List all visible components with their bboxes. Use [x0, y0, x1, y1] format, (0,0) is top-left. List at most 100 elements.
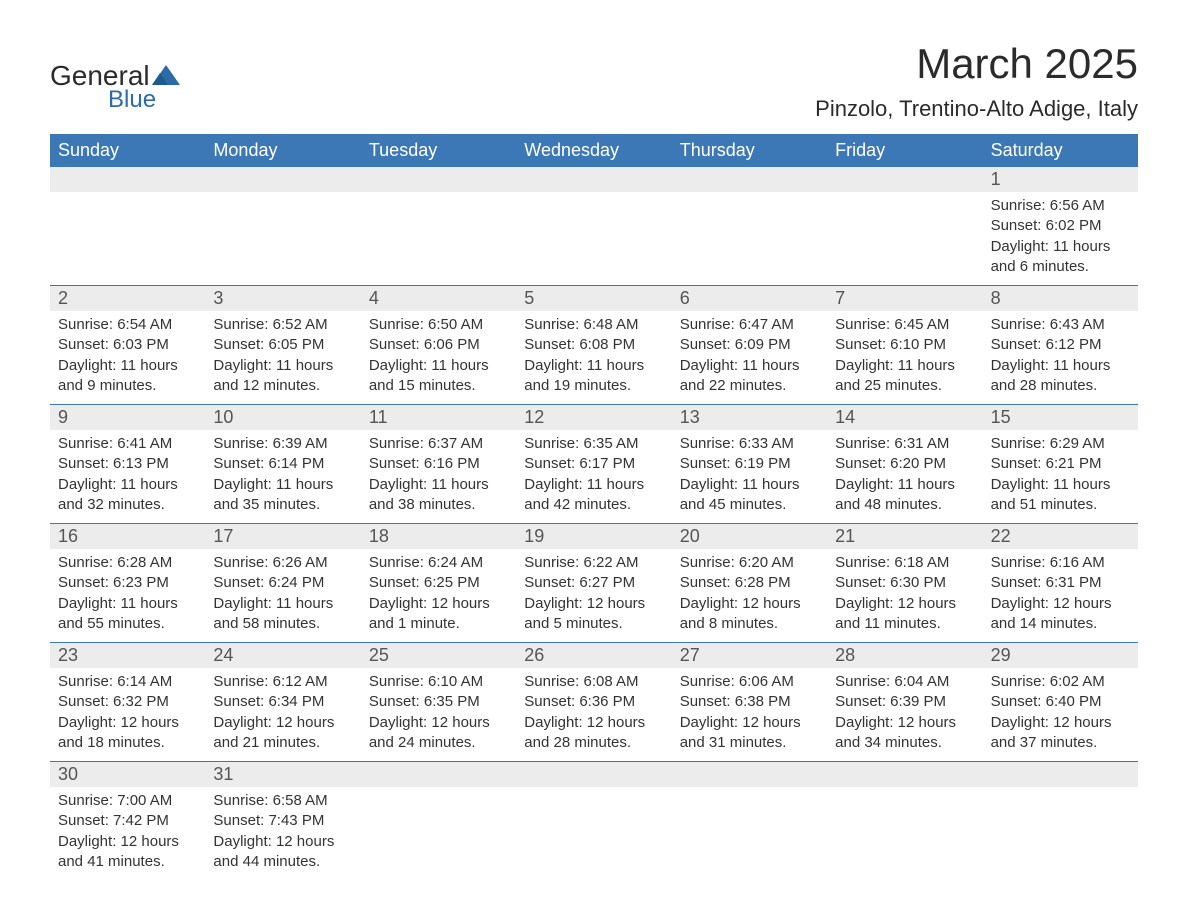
day-daylight2: and 5 minutes. — [524, 614, 663, 634]
week-row: Sunrise: 6:56 AMSunset: 6:02 PMDaylight:… — [50, 192, 1138, 286]
day-sunrise: Sunrise: 6:35 AM — [524, 434, 663, 454]
day-number: 25 — [361, 643, 516, 668]
day-cell: Sunrise: 6:56 AMSunset: 6:02 PMDaylight:… — [983, 192, 1138, 285]
day-number: 31 — [205, 762, 360, 787]
day-sunrise: Sunrise: 6:08 AM — [524, 672, 663, 692]
column-header: Friday — [827, 134, 982, 167]
day-number: 7 — [827, 286, 982, 311]
day-daylight1: Daylight: 11 hours — [680, 356, 819, 376]
day-sunrise: Sunrise: 6:04 AM — [835, 672, 974, 692]
day-daylight1: Daylight: 12 hours — [369, 594, 508, 614]
day-sunrise: Sunrise: 6:18 AM — [835, 553, 974, 573]
day-sunrise: Sunrise: 6:06 AM — [680, 672, 819, 692]
day-sunrise: Sunrise: 6:47 AM — [680, 315, 819, 335]
day-daylight1: Daylight: 11 hours — [58, 594, 197, 614]
day-cell: Sunrise: 6:29 AMSunset: 6:21 PMDaylight:… — [983, 430, 1138, 523]
day-daylight1: Daylight: 11 hours — [213, 356, 352, 376]
day-sunrise: Sunrise: 6:29 AM — [991, 434, 1130, 454]
day-daylight2: and 55 minutes. — [58, 614, 197, 634]
day-daylight2: and 6 minutes. — [991, 257, 1130, 277]
day-cell: Sunrise: 6:02 AMSunset: 6:40 PMDaylight:… — [983, 668, 1138, 761]
day-sunrise: Sunrise: 6:58 AM — [213, 791, 352, 811]
day-sunrise: Sunrise: 6:31 AM — [835, 434, 974, 454]
daynum-row: 16171819202122 — [50, 524, 1138, 549]
day-daylight1: Daylight: 12 hours — [58, 713, 197, 733]
day-daylight2: and 42 minutes. — [524, 495, 663, 515]
page-title: March 2025 — [815, 40, 1138, 88]
day-sunrise: Sunrise: 6:02 AM — [991, 672, 1130, 692]
day-cell — [361, 787, 516, 880]
day-sunrise: Sunrise: 6:16 AM — [991, 553, 1130, 573]
day-cell — [983, 787, 1138, 880]
day-number: 10 — [205, 405, 360, 430]
day-daylight2: and 25 minutes. — [835, 376, 974, 396]
day-sunrise: Sunrise: 6:45 AM — [835, 315, 974, 335]
day-number: 1 — [983, 167, 1138, 192]
day-sunset: Sunset: 6:08 PM — [524, 335, 663, 355]
day-daylight2: and 18 minutes. — [58, 733, 197, 753]
day-cell: Sunrise: 6:33 AMSunset: 6:19 PMDaylight:… — [672, 430, 827, 523]
day-daylight2: and 34 minutes. — [835, 733, 974, 753]
day-sunset: Sunset: 6:17 PM — [524, 454, 663, 474]
day-sunset: Sunset: 6:27 PM — [524, 573, 663, 593]
day-cell: Sunrise: 6:18 AMSunset: 6:30 PMDaylight:… — [827, 549, 982, 642]
day-number: 19 — [516, 524, 671, 549]
weeks: 1Sunrise: 6:56 AMSunset: 6:02 PMDaylight… — [50, 167, 1138, 880]
day-daylight1: Daylight: 11 hours — [524, 475, 663, 495]
day-sunrise: Sunrise: 6:20 AM — [680, 553, 819, 573]
logo: General Blue — [50, 60, 180, 114]
day-cell: Sunrise: 6:08 AMSunset: 6:36 PMDaylight:… — [516, 668, 671, 761]
day-sunset: Sunset: 6:39 PM — [835, 692, 974, 712]
day-number: 4 — [361, 286, 516, 311]
day-sunset: Sunset: 7:42 PM — [58, 811, 197, 831]
day-cell — [50, 192, 205, 285]
day-daylight1: Daylight: 12 hours — [369, 713, 508, 733]
day-cell: Sunrise: 6:39 AMSunset: 6:14 PMDaylight:… — [205, 430, 360, 523]
day-daylight2: and 44 minutes. — [213, 852, 352, 872]
day-number: 30 — [50, 762, 205, 787]
day-sunset: Sunset: 6:32 PM — [58, 692, 197, 712]
day-sunrise: Sunrise: 6:28 AM — [58, 553, 197, 573]
day-sunset: Sunset: 6:28 PM — [680, 573, 819, 593]
day-sunrise: Sunrise: 6:39 AM — [213, 434, 352, 454]
day-number — [827, 167, 982, 192]
day-number: 26 — [516, 643, 671, 668]
day-daylight1: Daylight: 12 hours — [680, 713, 819, 733]
day-daylight2: and 28 minutes. — [991, 376, 1130, 396]
day-number: 15 — [983, 405, 1138, 430]
day-daylight1: Daylight: 12 hours — [991, 713, 1130, 733]
day-daylight1: Daylight: 11 hours — [369, 356, 508, 376]
day-cell: Sunrise: 6:04 AMSunset: 6:39 PMDaylight:… — [827, 668, 982, 761]
column-headers: SundayMondayTuesdayWednesdayThursdayFrid… — [50, 134, 1138, 167]
day-sunset: Sunset: 6:19 PM — [680, 454, 819, 474]
day-daylight2: and 28 minutes. — [524, 733, 663, 753]
day-sunrise: Sunrise: 6:26 AM — [213, 553, 352, 573]
week-row: Sunrise: 6:41 AMSunset: 6:13 PMDaylight:… — [50, 430, 1138, 524]
day-number: 5 — [516, 286, 671, 311]
day-cell: Sunrise: 6:22 AMSunset: 6:27 PMDaylight:… — [516, 549, 671, 642]
week-row: Sunrise: 6:54 AMSunset: 6:03 PMDaylight:… — [50, 311, 1138, 405]
day-sunset: Sunset: 6:35 PM — [369, 692, 508, 712]
day-sunset: Sunset: 6:16 PM — [369, 454, 508, 474]
daynum-row: 9101112131415 — [50, 405, 1138, 430]
day-daylight2: and 15 minutes. — [369, 376, 508, 396]
day-daylight2: and 8 minutes. — [680, 614, 819, 634]
day-daylight1: Daylight: 12 hours — [524, 594, 663, 614]
day-number: 18 — [361, 524, 516, 549]
daynum-row: 2345678 — [50, 286, 1138, 311]
day-daylight1: Daylight: 11 hours — [213, 475, 352, 495]
day-daylight1: Daylight: 12 hours — [680, 594, 819, 614]
day-number: 11 — [361, 405, 516, 430]
day-sunset: Sunset: 6:10 PM — [835, 335, 974, 355]
day-daylight2: and 38 minutes. — [369, 495, 508, 515]
day-sunset: Sunset: 6:12 PM — [991, 335, 1130, 355]
day-daylight1: Daylight: 12 hours — [213, 832, 352, 852]
day-sunset: Sunset: 6:03 PM — [58, 335, 197, 355]
day-daylight1: Daylight: 11 hours — [835, 475, 974, 495]
day-sunset: Sunset: 6:34 PM — [213, 692, 352, 712]
column-header: Wednesday — [516, 134, 671, 167]
day-number: 29 — [983, 643, 1138, 668]
day-number: 2 — [50, 286, 205, 311]
day-number: 27 — [672, 643, 827, 668]
week-row: Sunrise: 6:28 AMSunset: 6:23 PMDaylight:… — [50, 549, 1138, 643]
